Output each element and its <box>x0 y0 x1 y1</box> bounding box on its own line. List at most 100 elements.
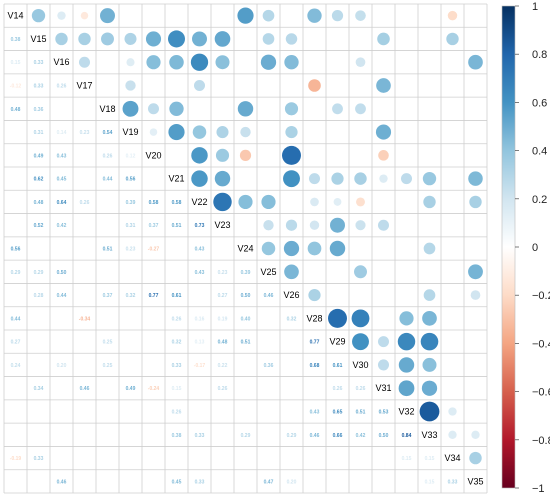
correlation-value: -0.34 <box>79 316 91 322</box>
correlation-value: 0.53 <box>379 410 389 416</box>
correlation-value: 0.26 <box>356 386 366 392</box>
variable-label: V23 <box>214 220 230 230</box>
correlation-value: 0.22 <box>218 363 228 369</box>
correlation-circle <box>262 9 275 22</box>
correlation-circle <box>400 173 413 185</box>
correlation-circle <box>356 197 365 207</box>
correlation-circle <box>355 57 366 68</box>
correlation-value: 0.15 <box>172 386 182 392</box>
correlation-circle <box>377 219 390 231</box>
correlation-circle <box>282 145 301 165</box>
correlation-value: 0.45 <box>57 177 67 183</box>
correlation-circle <box>192 125 207 139</box>
correlation-value: 0.62 <box>34 177 44 183</box>
correlation-value: -0.24 <box>148 386 160 392</box>
correlation-value: 0.15 <box>402 456 412 462</box>
correlation-circle <box>354 265 367 279</box>
correlation-value: 0.51 <box>356 410 366 416</box>
correlation-value: 0.38 <box>11 37 21 43</box>
correlation-circle <box>167 30 186 48</box>
correlation-circle <box>78 56 91 68</box>
correlation-circle <box>307 241 322 256</box>
correlation-value: 0.64 <box>57 200 67 206</box>
correlation-circle <box>310 197 319 207</box>
correlation-circle <box>285 33 298 45</box>
correlation-circle <box>237 7 254 24</box>
correlation-circle <box>377 32 390 46</box>
correlation-circle <box>309 220 320 230</box>
correlation-value: 0.26 <box>80 200 90 206</box>
correlation-circle <box>100 8 115 24</box>
correlation-value: 0.47 <box>264 479 274 485</box>
correlation-value: 0.25 <box>103 340 113 346</box>
color-legend-bar <box>501 5 516 489</box>
correlation-circle <box>355 103 366 115</box>
correlation-value: 0.29 <box>34 270 44 276</box>
correlation-value: 0.43 <box>195 270 205 276</box>
correlation-circle <box>469 195 482 209</box>
correlation-circle <box>448 430 457 439</box>
correlation-circle <box>285 125 298 139</box>
correlation-value: -0.17 <box>194 363 206 369</box>
color-legend-tick-label: 0.4 <box>532 146 547 158</box>
correlation-circle <box>331 10 344 22</box>
correlation-circle <box>355 220 366 231</box>
variable-label: V15 <box>30 34 46 44</box>
variable-label: V25 <box>260 267 276 277</box>
correlation-circle <box>283 170 300 188</box>
correlation-value: 0.26 <box>218 386 228 392</box>
correlation-circle <box>146 55 161 70</box>
color-legend-tick-label: 1 <box>532 1 538 13</box>
correlation-value: -0.19 <box>10 456 22 462</box>
correlation-value: 0.23 <box>80 130 90 136</box>
correlation-value: 0.33 <box>448 479 458 485</box>
correlation-value: 0.51 <box>241 340 251 346</box>
variable-label: V19 <box>122 127 138 137</box>
correlation-value: 0.61 <box>333 363 343 369</box>
correlation-value: 0.13 <box>195 340 205 346</box>
correlation-value: 0.44 <box>103 177 113 183</box>
correlation-value: 0.15 <box>425 456 435 462</box>
correlation-value: 0.58 <box>172 200 182 206</box>
correlation-value: 0.43 <box>310 410 320 416</box>
correlation-circle <box>329 240 346 257</box>
correlation-value: 0.28 <box>34 293 44 299</box>
variable-label: V34 <box>444 453 460 463</box>
correlation-value: 0.65 <box>333 410 343 416</box>
correlation-circle <box>471 430 480 439</box>
correlation-value: 0.12 <box>126 153 136 159</box>
correlation-value: 0.36 <box>34 107 44 113</box>
correlation-value: 0.26 <box>172 316 182 322</box>
correlation-value: 0.15 <box>425 479 435 485</box>
correlation-value: 0.25 <box>103 363 113 369</box>
correlation-circle <box>284 55 299 70</box>
correlation-value: 0.32 <box>126 293 136 299</box>
correlation-circle <box>31 8 46 23</box>
matrix-marks: V14 0.38 V15 0.15 0.33 V16 -0.12 0.33 0.26 V17 0.4… <box>7 7 484 486</box>
correlation-circle <box>307 8 322 23</box>
correlation-circle <box>377 359 390 371</box>
correlation-value: 0.31 <box>126 223 136 229</box>
correlation-value: 0.19 <box>218 316 228 322</box>
correlation-value: 0.26 <box>333 386 343 392</box>
correlation-value: 0.51 <box>172 223 182 229</box>
correlation-value: 0.48 <box>11 107 21 113</box>
correlation-circle <box>285 219 298 231</box>
correlation-value: 0.23 <box>126 247 136 253</box>
correlation-circle <box>399 311 414 326</box>
color-legend-tick-label: 0 <box>532 242 538 254</box>
correlation-value: 0.49 <box>34 153 44 159</box>
correlation-value: 0.20 <box>57 363 67 369</box>
correlation-value: 0.42 <box>57 223 67 229</box>
variable-label: V14 <box>7 11 23 21</box>
correlation-value: 0.84 <box>402 433 412 439</box>
correlation-value: 0.44 <box>57 293 67 299</box>
variable-label: V20 <box>145 150 161 160</box>
correlation-value: 0.15 <box>11 60 21 66</box>
correlation-circle <box>169 54 184 70</box>
color-legend: 1 0.8 0.6 0.4 0.2 0 −0.2 −0.4 −0.6 −0.8 −1 <box>501 1 550 495</box>
correlation-value: 0.48 <box>34 200 44 206</box>
correlation-circle <box>328 308 347 328</box>
variable-label: V33 <box>421 430 437 440</box>
